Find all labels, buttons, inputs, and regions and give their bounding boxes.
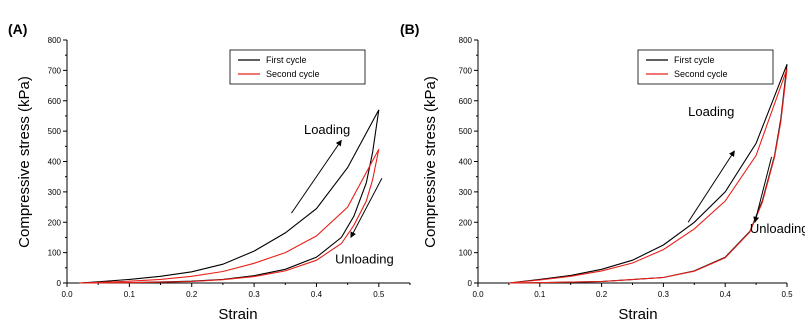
annotation-unloading: Unloading — [335, 251, 394, 266]
x-axis-title: Strain — [218, 306, 257, 323]
y-tick-label: 100 — [48, 249, 62, 258]
y-tick-label: 700 — [459, 66, 473, 75]
x-tick-label: 0.5 — [373, 290, 385, 299]
y-tick-label: 600 — [459, 97, 473, 106]
annotation-arrow — [687, 150, 735, 223]
x-tick-label: 0.2 — [596, 290, 608, 299]
y-tick-label: 300 — [459, 188, 473, 197]
y-axis-title: Compressive stress (kPa) — [16, 76, 33, 248]
annotation-loading: Loading — [304, 122, 350, 137]
x-tick-label: 0.5 — [781, 290, 793, 299]
y-tick-label: 500 — [459, 127, 473, 136]
x-tick-label: 0.2 — [186, 290, 198, 299]
series-1-unloading-line — [508, 64, 788, 284]
legend-entry: Second cycle — [266, 69, 320, 79]
legend-entry: First cycle — [266, 55, 307, 65]
series-1-loading-line — [508, 64, 788, 284]
y-tick-label: 0 — [468, 279, 473, 288]
panel-b-chart: (B) 0 100 200 300 400 500 600 700 800 0.0 0.1 0.2 0.3… — [400, 21, 805, 323]
x-tick-label: 0.0 — [472, 290, 484, 299]
legend-box — [637, 49, 774, 85]
panel-label: (A) — [8, 21, 27, 37]
series-2-unloading-line — [85, 149, 380, 284]
annotation-arrow — [753, 156, 773, 223]
x-tick-label: 0.0 — [61, 290, 73, 299]
y-tick-label: 100 — [459, 249, 473, 258]
annotation-loading: Loading — [688, 104, 734, 119]
series-2-unloading-line — [508, 68, 788, 284]
x-tick-label: 0.4 — [720, 290, 732, 299]
series-1-loading-line — [79, 109, 380, 284]
y-tick-label: 400 — [48, 158, 62, 167]
y-tick-label: 0 — [57, 279, 62, 288]
x-axis-title: Strain — [618, 306, 657, 323]
panel-label: (B) — [400, 21, 419, 37]
legend-entry: First cycle — [674, 55, 715, 65]
x-tick-label: 0.1 — [534, 290, 546, 299]
y-tick-label: 300 — [48, 188, 62, 197]
series-2-loading-line — [79, 149, 380, 284]
y-tick-label: 500 — [48, 127, 62, 136]
y-tick-label: 200 — [459, 218, 473, 227]
y-tick-label: 700 — [48, 66, 62, 75]
series-2-loading-line — [508, 68, 788, 284]
annotation-arrow — [291, 139, 342, 214]
x-tick-label: 0.3 — [658, 290, 670, 299]
x-tick-label: 0.1 — [124, 290, 136, 299]
panel-a-chart: (A) 0 100 200 300 400 500 600 700 800 0.0 0.1 0.2 0.3… — [8, 21, 411, 323]
y-tick-label: 800 — [459, 36, 473, 45]
y-tick-label: 200 — [48, 218, 62, 227]
legend-box — [229, 49, 366, 85]
y-tick-label: 400 — [459, 158, 473, 167]
annotation-unloading: Unloading — [750, 221, 805, 236]
x-tick-label: 0.4 — [311, 290, 323, 299]
legend-entry: Second cycle — [674, 69, 728, 79]
x-tick-label: 0.3 — [249, 290, 261, 299]
y-tick-label: 800 — [48, 36, 62, 45]
y-tick-label: 600 — [48, 97, 62, 106]
y-axis-title: Compressive stress (kPa) — [422, 76, 439, 248]
annotation-arrow — [350, 177, 383, 238]
